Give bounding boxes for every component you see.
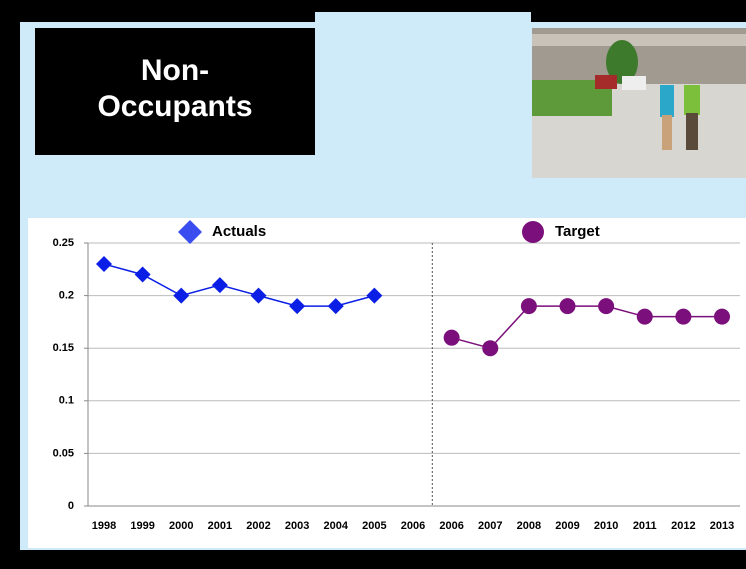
x-tick-label: 2000 xyxy=(169,520,193,532)
slide: Non- Occupants 0 0.05 0.1 0.15 0.2 0.25 1998 19… xyxy=(0,0,746,564)
x-tick-label: 2012 xyxy=(671,520,695,532)
x-tick-label: 2003 xyxy=(285,520,309,532)
point xyxy=(675,309,691,325)
slide-panel-tab xyxy=(315,12,531,24)
legend-label: Actuals xyxy=(212,223,266,240)
x-tick-label: 1999 xyxy=(130,520,154,532)
point xyxy=(444,330,460,346)
point xyxy=(482,340,498,356)
x-tick-label: 2007 xyxy=(478,520,502,532)
x-tick-label: 2006 xyxy=(439,520,463,532)
y-tick-label: 0.2 xyxy=(59,290,74,302)
x-tick-label: 1998 xyxy=(92,520,116,532)
point xyxy=(598,298,614,314)
x-tick-label: 2010 xyxy=(594,520,618,532)
title-line: Occupants xyxy=(97,90,252,123)
x-tick-label: 2009 xyxy=(555,520,579,532)
point xyxy=(637,309,653,325)
legend-label: Target xyxy=(555,223,600,240)
x-tick-label: 2001 xyxy=(208,520,232,532)
x-tick-label: 2011 xyxy=(633,520,657,532)
photo xyxy=(532,28,746,178)
x-tick-label: 2006 xyxy=(401,520,425,532)
x-tick-label: 2013 xyxy=(710,520,734,532)
plot-area xyxy=(28,218,746,548)
x-tick-label: 2005 xyxy=(362,520,386,532)
y-tick-label: 0.15 xyxy=(53,342,74,354)
y-tick-label: 0.1 xyxy=(59,395,74,407)
title-line: Non- xyxy=(141,54,209,87)
point xyxy=(521,298,537,314)
point xyxy=(714,309,730,325)
x-tick-label: 2008 xyxy=(517,520,541,532)
point xyxy=(560,298,576,314)
y-tick-label: 0.25 xyxy=(53,237,74,249)
y-tick-label: 0.05 xyxy=(53,447,74,459)
legend-marker xyxy=(522,221,544,243)
x-tick-label: 2004 xyxy=(324,520,349,532)
x-tick-label: 2002 xyxy=(246,520,270,532)
y-tick-label: 0 xyxy=(68,500,74,512)
